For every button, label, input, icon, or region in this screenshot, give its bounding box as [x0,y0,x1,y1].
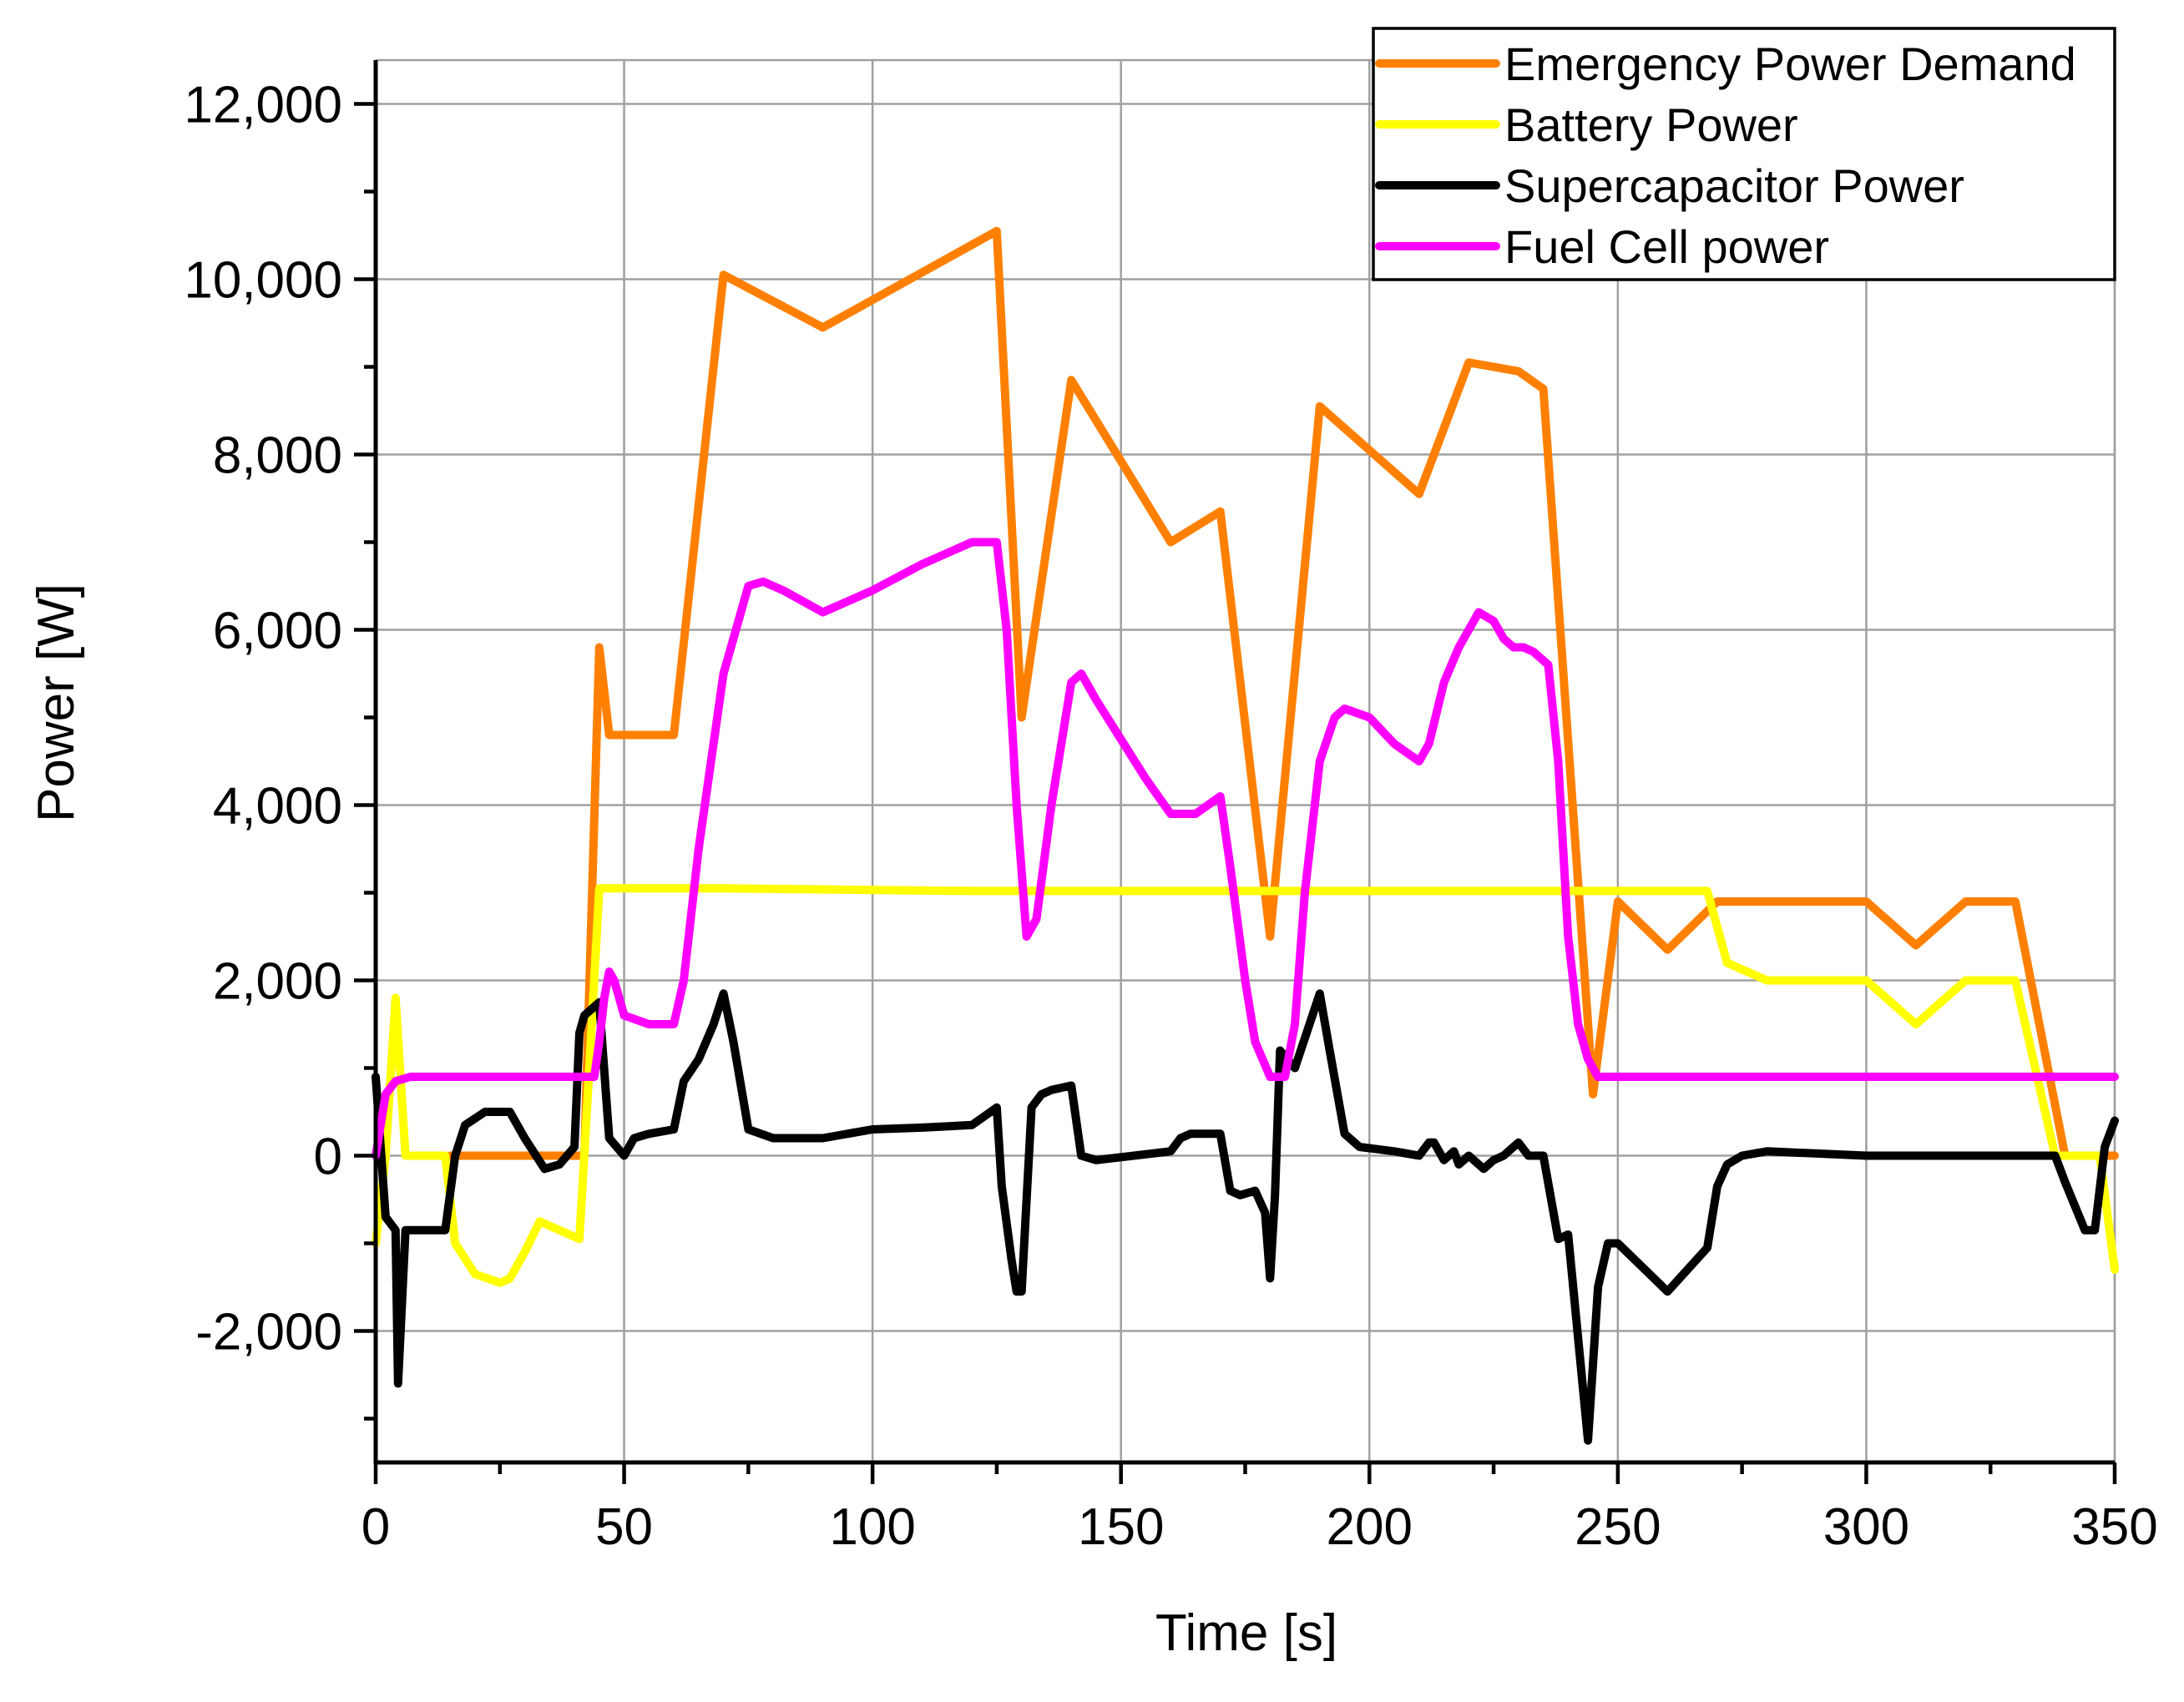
y-tick-label: 2,000 [213,953,342,1011]
x-tick-label: 200 [1327,1498,1413,1556]
x-tick-label: 150 [1078,1498,1164,1556]
x-tick-label: 350 [2071,1498,2157,1556]
y-axis-title: Power [W] [28,583,85,822]
legend-label-0: Emergency Power Demand [1504,38,2076,90]
y-tick-label: 12,000 [184,77,342,134]
y-tick-label: 6,000 [213,603,342,660]
series-layer [372,226,2119,1445]
y-tick-label: 10,000 [184,252,342,310]
legend-box [1372,27,2116,281]
x-tick-label: 0 [361,1498,390,1556]
series-line-3 [372,538,2119,1160]
x-tick-label: 50 [595,1498,653,1556]
legend-label-3: Fuel Cell power [1504,220,1829,273]
y-tick-label: 4,000 [213,778,342,836]
x-tick-label: 250 [1575,1498,1661,1556]
series-line-1 [372,884,2119,1287]
legend-label-1: Battery Power [1504,98,1798,151]
x-tick-label: 300 [1823,1498,1909,1556]
y-tick-label: 0 [314,1129,342,1186]
legend: Emergency Power Demand Battery Power Super… [1372,27,2116,281]
series-line-0 [446,226,2119,1160]
x-tick-label: 100 [829,1498,915,1556]
legend-label-2: Supercapacitor Power [1504,159,1964,212]
y-tick-label: 8,000 [213,427,342,485]
y-tick-label: -2,000 [195,1304,342,1361]
series-line-2 [372,989,2119,1445]
axes: 0 50 100 150 200 250 300 350 -2,000 0 2,000 4,000 6,… [184,60,2158,1556]
x-axis-title: Time [s] [1155,1604,1337,1662]
